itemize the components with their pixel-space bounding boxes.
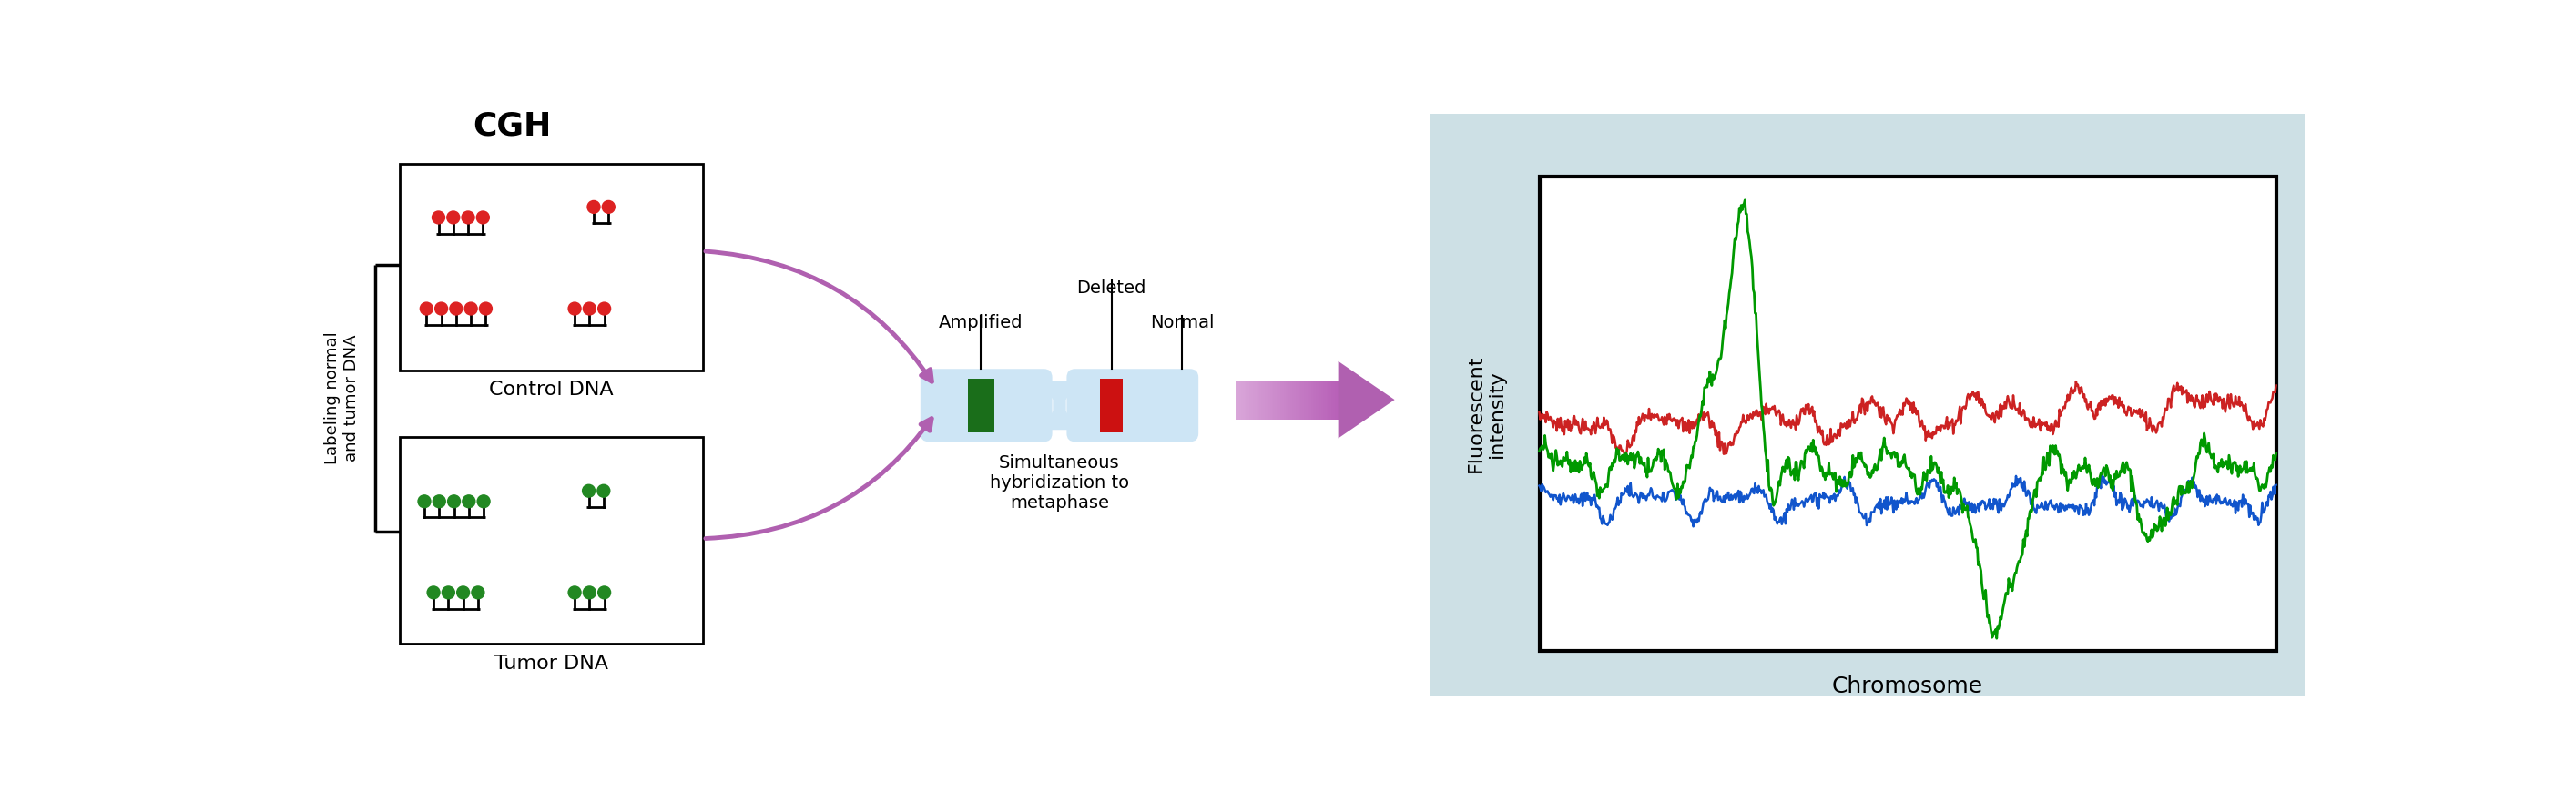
Bar xyxy=(1430,114,2306,696)
Circle shape xyxy=(448,495,461,508)
Circle shape xyxy=(479,302,492,315)
Circle shape xyxy=(446,211,459,224)
Text: Simultaneous
hybridization to
metaphase: Simultaneous hybridization to metaphase xyxy=(989,455,1128,512)
Circle shape xyxy=(582,484,595,497)
Circle shape xyxy=(598,302,611,315)
Circle shape xyxy=(582,586,595,599)
Bar xyxy=(969,379,994,432)
Circle shape xyxy=(464,495,474,508)
Circle shape xyxy=(582,302,595,315)
Circle shape xyxy=(461,211,474,224)
Circle shape xyxy=(598,586,611,599)
Polygon shape xyxy=(1337,361,1394,439)
Circle shape xyxy=(433,211,446,224)
Circle shape xyxy=(456,586,469,599)
Text: Control DNA: Control DNA xyxy=(489,381,613,399)
Circle shape xyxy=(435,302,448,315)
Circle shape xyxy=(477,495,489,508)
Text: CGH: CGH xyxy=(474,111,551,142)
Text: Deleted: Deleted xyxy=(1077,279,1146,297)
Circle shape xyxy=(587,200,600,213)
Circle shape xyxy=(433,495,446,508)
Circle shape xyxy=(443,586,456,599)
Polygon shape xyxy=(1043,381,1074,430)
Circle shape xyxy=(420,302,433,315)
Text: Tumor DNA: Tumor DNA xyxy=(495,654,608,672)
Text: Chromosome: Chromosome xyxy=(1832,675,1984,697)
FancyBboxPatch shape xyxy=(1066,369,1198,442)
Circle shape xyxy=(417,495,430,508)
FancyBboxPatch shape xyxy=(920,369,1051,442)
Circle shape xyxy=(569,302,582,315)
Circle shape xyxy=(464,302,477,315)
Circle shape xyxy=(569,586,582,599)
Circle shape xyxy=(451,302,464,315)
Text: Fluorescent
intensity: Fluorescent intensity xyxy=(1466,354,1507,472)
Circle shape xyxy=(471,586,484,599)
Circle shape xyxy=(598,484,611,497)
Bar xyxy=(399,437,703,644)
Text: Normal: Normal xyxy=(1149,314,1213,331)
Text: Labeling normal
and tumor DNA: Labeling normal and tumor DNA xyxy=(325,332,361,464)
Text: Amplified: Amplified xyxy=(940,314,1023,331)
Bar xyxy=(1100,379,1123,432)
Bar xyxy=(1540,177,2277,650)
Circle shape xyxy=(603,200,616,213)
Circle shape xyxy=(428,586,440,599)
Bar xyxy=(399,164,703,371)
Circle shape xyxy=(477,211,489,224)
